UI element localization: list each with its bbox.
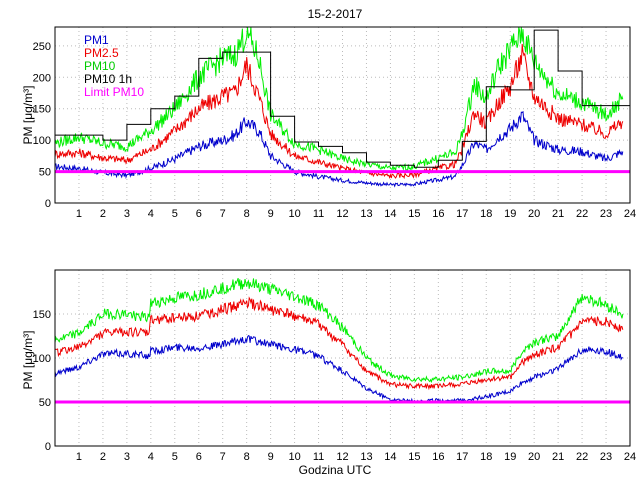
- x-tick-label: 20: [528, 451, 540, 463]
- x-tick-label: 14: [384, 208, 396, 220]
- y-tick-label: 0: [45, 198, 51, 210]
- x-tick-label: 5: [172, 451, 178, 463]
- x-tick-label: 21: [552, 451, 564, 463]
- x-tick-label: 8: [244, 451, 250, 463]
- x-tick-label: 8: [244, 208, 250, 220]
- chart-title: 15-2-2017: [308, 7, 363, 21]
- series-line-pm10: [54, 277, 624, 384]
- x-tick-label: 19: [504, 208, 516, 220]
- x-tick-label: 9: [268, 208, 274, 220]
- y-tick-label: 150: [33, 104, 51, 116]
- x-tick-label: 7: [220, 208, 226, 220]
- legend: PM1 PM2.5 PM10 PM10 1h Limit PM10: [84, 33, 144, 99]
- x-tick-label: 4: [148, 451, 154, 463]
- x-tick-label: 15: [408, 451, 420, 463]
- y-tick-label: 0: [45, 441, 51, 453]
- x-tick-label: 23: [600, 451, 612, 463]
- x-tick-label: 13: [360, 451, 372, 463]
- bottom-y-label: PM [μg/m³]: [21, 331, 35, 390]
- x-tick-label: 12: [336, 451, 348, 463]
- top-plot: 1 2 3 4 5 6 7 8 9 10 11 12 13 14 15 16 17 18 19 20 21 22 23 240…: [33, 26, 636, 220]
- x-tick-label: 19: [504, 451, 516, 463]
- x-tick-label: 18: [480, 208, 492, 220]
- legend-limit-pm10: Limit PM10: [84, 85, 144, 99]
- x-tick-label: 13: [360, 208, 372, 220]
- x-tick-label: 1: [76, 451, 82, 463]
- series-line-pm25: [54, 296, 624, 391]
- x-tick-label: 11: [313, 208, 324, 220]
- axes-frame: [54, 26, 631, 204]
- x-tick-label: 16: [432, 208, 444, 220]
- x-tick-label: 23: [600, 208, 612, 220]
- x-tick-label: 11: [313, 451, 324, 463]
- top-y-label: PM [μg/m³]: [21, 86, 35, 145]
- x-tick-label: 18: [480, 451, 492, 463]
- x-tick-label: 24: [624, 208, 636, 220]
- y-tick-label: 250: [33, 41, 51, 53]
- y-tick-label: 100: [33, 135, 51, 147]
- x-tick-label: 17: [456, 451, 468, 463]
- x-tick-label: 7: [220, 451, 226, 463]
- x-tick-label: 24: [624, 451, 636, 463]
- x-tick-label: 10: [288, 451, 300, 463]
- series-line-pm10: [54, 26, 624, 173]
- legend-pm1: PM1: [84, 33, 109, 47]
- x-tick-label: 1: [76, 208, 82, 220]
- legend-pm25: PM2.5: [84, 46, 119, 60]
- legend-pm10: PM10: [84, 59, 116, 73]
- x-tick-label: 10: [288, 208, 300, 220]
- series-line-pm25: [54, 43, 624, 180]
- x-tick-label: 5: [172, 208, 178, 220]
- x-axis-label: Godzina UTC: [299, 463, 372, 477]
- legend-pm10-1h: PM10 1h: [84, 72, 132, 86]
- x-tick-label: 21: [552, 208, 564, 220]
- y-tick-label: 150: [33, 309, 51, 321]
- x-tick-label: 6: [196, 208, 202, 220]
- bottom-plot: 1 2 3 4 5 6 7 8 9 10 11 12 13 14 15 16 17 18 19 20 21 22 23 240…: [33, 269, 636, 463]
- x-tick-label: 3: [124, 451, 130, 463]
- x-tick-label: 12: [336, 208, 348, 220]
- series-step-pm10-1h: [55, 29, 630, 168]
- x-tick-label: 4: [148, 208, 154, 220]
- x-tick-label: 16: [432, 451, 444, 463]
- x-tick-label: 2: [100, 451, 106, 463]
- x-tick-label: 6: [196, 451, 202, 463]
- x-tick-label: 9: [268, 451, 274, 463]
- x-tick-label: 17: [456, 208, 468, 220]
- x-tick-label: 3: [124, 208, 130, 220]
- y-tick-label: 50: [39, 167, 51, 179]
- axes-frame: [54, 269, 631, 447]
- x-tick-label: 15: [408, 208, 420, 220]
- x-tick-label: 20: [528, 208, 540, 220]
- y-tick-label: 200: [33, 72, 51, 84]
- y-tick-label: 50: [39, 397, 51, 409]
- x-tick-label: 22: [576, 208, 588, 220]
- x-tick-label: 14: [384, 451, 396, 463]
- y-tick-label: 100: [33, 353, 51, 365]
- x-tick-label: 2: [100, 208, 106, 220]
- series-line-pm1: [54, 334, 624, 404]
- x-tick-label: 22: [576, 451, 588, 463]
